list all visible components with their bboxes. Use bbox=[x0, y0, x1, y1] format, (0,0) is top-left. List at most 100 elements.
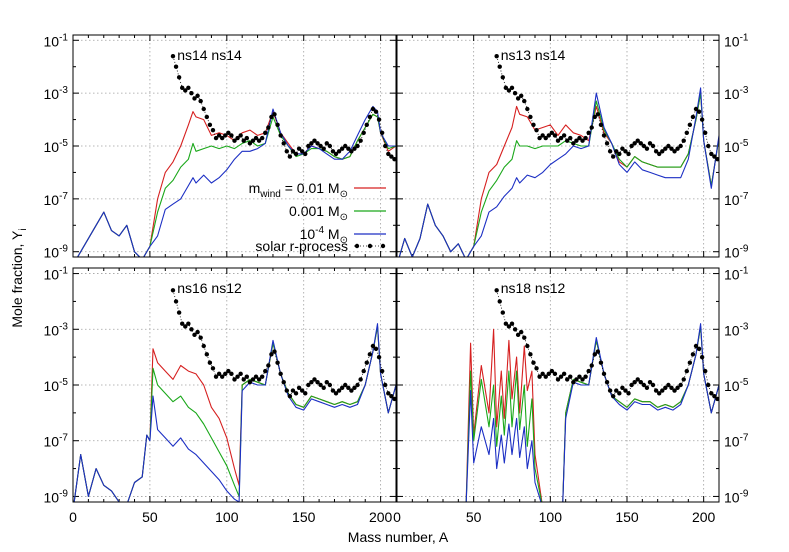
y-tick-label: 10-3 bbox=[724, 321, 749, 338]
solar-point bbox=[266, 363, 271, 368]
solar-point bbox=[256, 377, 262, 382]
solar-point bbox=[565, 138, 570, 143]
solar-point bbox=[681, 138, 686, 143]
y-axis-title: Mole fraction, Yi bbox=[9, 228, 29, 327]
solar-point bbox=[604, 380, 610, 385]
panel-title: ns18 ns12 bbox=[501, 280, 566, 296]
solar-point bbox=[534, 127, 539, 133]
panel-frame bbox=[72, 34, 397, 258]
solar-point bbox=[189, 90, 194, 96]
solar-point bbox=[333, 391, 339, 396]
solar-point bbox=[607, 388, 613, 393]
series-line-green bbox=[398, 92, 719, 257]
solar-point bbox=[543, 135, 548, 141]
legend: mwind = 0.01 M⊙ 0.001 M⊙10-4 M⊙solar r-pr… bbox=[249, 180, 386, 254]
solar-point bbox=[303, 391, 308, 396]
solar-point bbox=[574, 377, 579, 382]
solar-point bbox=[392, 396, 396, 402]
solar-point bbox=[373, 346, 379, 351]
solar-point bbox=[367, 352, 373, 357]
y-tick-label: 10-5 bbox=[724, 138, 749, 155]
solar-point bbox=[296, 385, 302, 390]
solar-point bbox=[623, 388, 628, 393]
panel-frame bbox=[72, 267, 397, 503]
solar-point bbox=[598, 122, 604, 128]
solar-point bbox=[509, 85, 515, 91]
legend-label: 10-4 M⊙ bbox=[300, 225, 348, 246]
solar-point bbox=[638, 380, 643, 385]
legend-swatch-point bbox=[354, 243, 360, 249]
solar-point bbox=[561, 133, 567, 138]
solar-point bbox=[241, 138, 246, 143]
solar-point bbox=[525, 106, 530, 112]
solar-point bbox=[595, 349, 601, 354]
solar-point bbox=[339, 385, 345, 390]
solar-point bbox=[278, 371, 283, 377]
solar-point bbox=[706, 143, 711, 149]
solar-point bbox=[706, 382, 711, 388]
solar-point bbox=[528, 352, 533, 357]
solar-point bbox=[386, 151, 391, 157]
legend-entry-m_wind_0.001: 0.001 M⊙ bbox=[289, 203, 386, 223]
solar-point bbox=[644, 146, 650, 151]
solar-point bbox=[306, 382, 311, 388]
solar-point bbox=[272, 349, 277, 354]
y-tick-label: 10-3 bbox=[44, 85, 69, 102]
y-tick-label: 10-9 bbox=[724, 488, 749, 505]
solar-point bbox=[629, 143, 634, 149]
solar-point bbox=[183, 88, 188, 93]
series-line-green bbox=[465, 325, 719, 502]
solar-point bbox=[327, 143, 333, 149]
solar-point bbox=[583, 135, 588, 141]
solar-point bbox=[580, 138, 585, 143]
solar-point bbox=[379, 368, 385, 374]
solar-point bbox=[684, 130, 689, 135]
solar-point bbox=[669, 385, 674, 390]
x-axis-title: Mass number, A bbox=[348, 529, 449, 545]
solar-point bbox=[611, 393, 616, 399]
solar-point bbox=[355, 382, 360, 388]
solar-point bbox=[250, 138, 256, 143]
solar-point bbox=[546, 371, 551, 377]
solar-point bbox=[349, 388, 354, 393]
solar-point bbox=[626, 391, 631, 396]
panel-title: ns13 ns14 bbox=[501, 47, 566, 63]
solar-point bbox=[235, 135, 240, 141]
solar-point bbox=[284, 388, 289, 393]
solar-point bbox=[349, 149, 354, 154]
y-tick-label: 10-7 bbox=[44, 433, 69, 450]
solar-point bbox=[364, 360, 369, 365]
solar-point bbox=[690, 352, 696, 357]
solar-point bbox=[259, 135, 265, 141]
solar-point bbox=[657, 151, 662, 157]
solar-point bbox=[235, 374, 240, 379]
solar-point bbox=[238, 371, 243, 377]
solar-point bbox=[503, 321, 509, 326]
solar-point bbox=[309, 380, 314, 385]
series-group bbox=[398, 53, 719, 257]
legend-swatch-point bbox=[367, 243, 373, 249]
solar-point bbox=[213, 374, 219, 379]
y-tick-label: 10-5 bbox=[44, 377, 69, 394]
solar-point bbox=[176, 75, 182, 80]
solar-point bbox=[299, 388, 305, 393]
solar-point bbox=[303, 151, 308, 157]
solar-point bbox=[186, 85, 191, 91]
solar-point bbox=[392, 157, 396, 162]
y-tick-label: 10-9 bbox=[724, 244, 749, 261]
solar-point bbox=[293, 391, 299, 396]
solar-point bbox=[195, 329, 200, 335]
solar-point bbox=[330, 388, 336, 393]
solar-point bbox=[226, 368, 231, 374]
solar-point bbox=[601, 133, 607, 138]
x-tick-label: 200 bbox=[369, 509, 393, 525]
solar-point bbox=[506, 324, 512, 329]
solar-point bbox=[389, 154, 394, 159]
panel-4: ns18 ns12 10-1 10-3 10-5 10-7 10-9 0 50 100 150 20… bbox=[393, 266, 749, 525]
solar-point bbox=[503, 85, 509, 91]
x-tick-label: 0 bbox=[69, 509, 77, 525]
solar-point bbox=[552, 133, 558, 138]
solar-point bbox=[663, 146, 668, 151]
solar-point bbox=[241, 377, 246, 382]
solar-point bbox=[703, 368, 708, 374]
